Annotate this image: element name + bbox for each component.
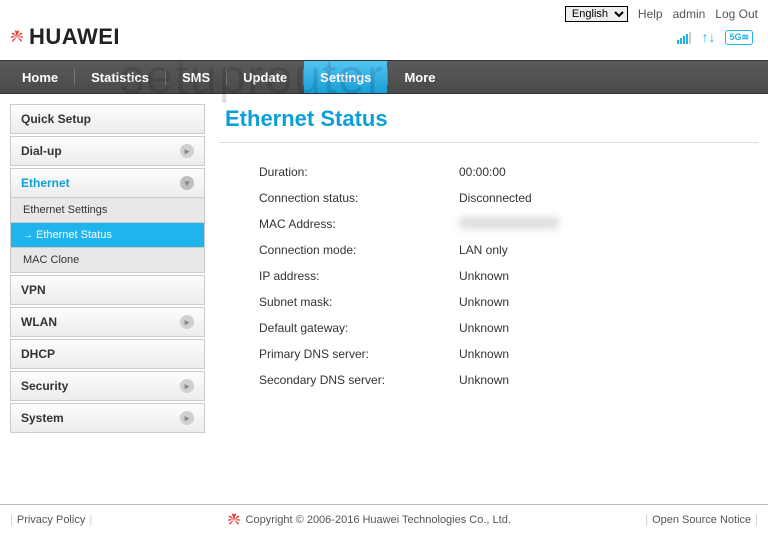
nav-item-settings[interactable]: Settings — [304, 61, 387, 93]
sidebar-item-quick-setup[interactable]: Quick Setup — [10, 104, 205, 134]
admin-link[interactable]: admin — [673, 7, 706, 21]
brand-name: HUAWEI — [29, 24, 120, 50]
status-value: LAN only — [459, 243, 508, 257]
status-value: Unknown — [459, 321, 509, 335]
status-row: Duration:00:00:00 — [259, 165, 758, 179]
status-row: Connection status:Disconnected — [259, 191, 758, 205]
sidebar-item-system[interactable]: System ▸ — [10, 403, 205, 433]
status-row: Connection mode:LAN only — [259, 243, 758, 257]
page-title: Ethernet Status — [219, 104, 758, 143]
status-row: IP address:Unknown — [259, 269, 758, 283]
status-row: Secondary DNS server:Unknown — [259, 373, 758, 387]
chevron-down-icon: ▾ — [180, 176, 194, 190]
sidebar-item-label: Ethernet — [21, 176, 70, 190]
sidebar-item-label: WLAN — [21, 315, 57, 329]
sidebar-sub-ethernet-settings[interactable]: Ethernet Settings — [10, 198, 205, 223]
sidebar-item-label: VPN — [21, 283, 46, 297]
status-label: Duration: — [259, 165, 459, 179]
status-label: Secondary DNS server: — [259, 373, 459, 387]
status-label: Default gateway: — [259, 321, 459, 335]
help-link[interactable]: Help — [638, 7, 663, 21]
sidebar-item-security[interactable]: Security ▸ — [10, 371, 205, 401]
signal-icon — [677, 30, 691, 44]
header: English Help admin Log Out HUAWEI — [0, 0, 768, 60]
chevron-right-icon: ▸ — [180, 411, 194, 425]
status-table: Duration:00:00:00Connection status:Disco… — [219, 165, 758, 387]
status-value: Disconnected — [459, 191, 532, 205]
chevron-right-icon: ▸ — [180, 315, 194, 329]
footer: | Privacy Policy | Copyright © 2006-2016… — [0, 504, 768, 535]
updown-icon: ↑↓ — [701, 29, 715, 45]
status-value: Unknown — [459, 373, 509, 387]
sidebar-item-label: System — [21, 411, 64, 425]
sidebar-item-label: Quick Setup — [21, 112, 91, 126]
status-label: IP address: — [259, 269, 459, 283]
sidebar-item-label: Dial-up — [21, 144, 62, 158]
sidebar-item-ethernet[interactable]: Ethernet ▾ — [10, 168, 205, 198]
sidebar-sub-mac-clone[interactable]: MAC Clone — [10, 248, 205, 273]
status-value: Unknown — [459, 269, 509, 283]
brand-row: HUAWEI ↑↓ 5G≋ — [10, 22, 758, 60]
status-row: Primary DNS server:Unknown — [259, 347, 758, 361]
status-label: Subnet mask: — [259, 295, 459, 309]
logo: HUAWEI — [10, 24, 120, 50]
nav-item-sms[interactable]: SMS — [166, 61, 226, 93]
huawei-logo-icon — [227, 513, 241, 527]
chevron-right-icon: ▸ — [180, 379, 194, 393]
sidebar-sub-ethernet-status[interactable]: Ethernet Status — [10, 223, 205, 248]
sidebar-item-dhcp[interactable]: DHCP — [10, 339, 205, 369]
main-nav: HomeStatisticsSMSUpdateSettingsMore — [0, 60, 768, 94]
status-row: Default gateway:Unknown — [259, 321, 758, 335]
language-select[interactable]: English — [565, 6, 628, 22]
nav-item-update[interactable]: Update — [227, 61, 303, 93]
chevron-right-icon: ▸ — [180, 144, 194, 158]
status-value — [459, 217, 559, 229]
status-value: Unknown — [459, 295, 509, 309]
status-icons: ↑↓ 5G≋ — [677, 29, 758, 45]
sidebar-item-wlan[interactable]: WLAN ▸ — [10, 307, 205, 337]
status-row: MAC Address: — [259, 217, 758, 231]
nav-item-home[interactable]: Home — [6, 61, 74, 93]
network-badge-icon: 5G≋ — [725, 30, 753, 45]
sidebar-item-label: Security — [21, 379, 68, 393]
status-label: Connection status: — [259, 191, 459, 205]
top-bar: English Help admin Log Out — [10, 6, 758, 22]
main-panel: Ethernet Status Duration:00:00:00Connect… — [219, 104, 758, 494]
status-label: Primary DNS server: — [259, 347, 459, 361]
sidebar-item-dial-up[interactable]: Dial-up ▸ — [10, 136, 205, 166]
huawei-logo-icon — [10, 30, 24, 44]
sidebar-item-vpn[interactable]: VPN — [10, 275, 205, 305]
sidebar: Quick Setup Dial-up ▸ Ethernet ▾ Ethernet Set… — [10, 104, 205, 494]
status-value: Unknown — [459, 347, 509, 361]
nav-item-more[interactable]: More — [388, 61, 451, 93]
content-container: Quick Setup Dial-up ▸ Ethernet ▾ Ethernet Set… — [0, 94, 768, 504]
logout-link[interactable]: Log Out — [715, 7, 758, 21]
status-row: Subnet mask:Unknown — [259, 295, 758, 309]
status-value: 00:00:00 — [459, 165, 506, 179]
status-label: Connection mode: — [259, 243, 459, 257]
sidebar-item-label: DHCP — [21, 347, 55, 361]
nav-item-statistics[interactable]: Statistics — [75, 61, 165, 93]
status-label: MAC Address: — [259, 217, 459, 231]
